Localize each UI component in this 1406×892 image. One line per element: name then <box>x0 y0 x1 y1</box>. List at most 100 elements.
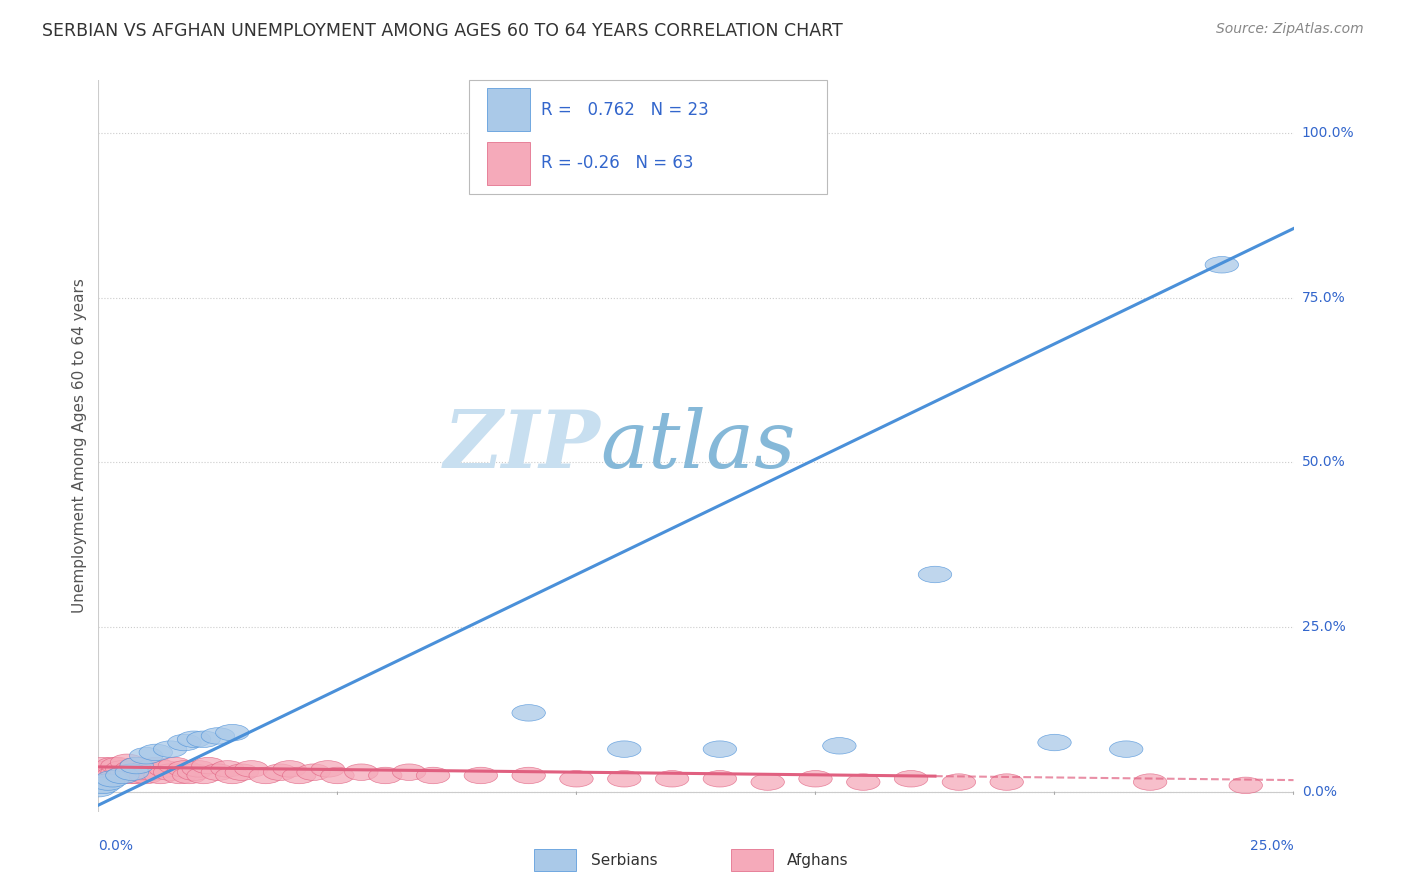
Text: SERBIAN VS AFGHAN UNEMPLOYMENT AMONG AGES 60 TO 64 YEARS CORRELATION CHART: SERBIAN VS AFGHAN UNEMPLOYMENT AMONG AGE… <box>42 22 844 40</box>
Text: Source: ZipAtlas.com: Source: ZipAtlas.com <box>1216 22 1364 37</box>
Text: 0.0%: 0.0% <box>1302 785 1337 799</box>
Ellipse shape <box>82 780 115 797</box>
Ellipse shape <box>105 761 139 777</box>
Ellipse shape <box>115 767 149 784</box>
Ellipse shape <box>87 777 120 794</box>
Y-axis label: Unemployment Among Ages 60 to 64 years: Unemployment Among Ages 60 to 64 years <box>72 278 87 614</box>
Ellipse shape <box>235 761 269 777</box>
Ellipse shape <box>215 724 249 741</box>
Ellipse shape <box>135 764 167 780</box>
Ellipse shape <box>91 774 125 790</box>
Ellipse shape <box>96 767 129 784</box>
Ellipse shape <box>464 767 498 784</box>
Ellipse shape <box>105 767 139 784</box>
Ellipse shape <box>187 731 221 747</box>
Ellipse shape <box>703 741 737 757</box>
Ellipse shape <box>115 764 149 780</box>
Text: 100.0%: 100.0% <box>1302 126 1354 140</box>
Ellipse shape <box>1133 774 1167 790</box>
Ellipse shape <box>139 757 173 774</box>
Ellipse shape <box>655 771 689 787</box>
Text: 0.0%: 0.0% <box>98 839 134 854</box>
Ellipse shape <box>823 738 856 754</box>
Ellipse shape <box>211 761 245 777</box>
Ellipse shape <box>990 774 1024 790</box>
Ellipse shape <box>129 767 163 784</box>
Ellipse shape <box>111 754 143 771</box>
Ellipse shape <box>153 741 187 757</box>
Ellipse shape <box>173 767 207 784</box>
Text: R = -0.26   N = 63: R = -0.26 N = 63 <box>541 154 693 172</box>
Ellipse shape <box>297 764 330 780</box>
Ellipse shape <box>177 731 211 747</box>
Ellipse shape <box>607 771 641 787</box>
Ellipse shape <box>105 767 139 784</box>
Ellipse shape <box>129 761 163 777</box>
Ellipse shape <box>560 771 593 787</box>
Ellipse shape <box>139 744 173 761</box>
Ellipse shape <box>163 767 197 784</box>
Text: 25.0%: 25.0% <box>1250 839 1294 854</box>
Ellipse shape <box>751 774 785 790</box>
Text: Afghans: Afghans <box>787 854 849 868</box>
Ellipse shape <box>918 566 952 582</box>
Text: ZIP: ZIP <box>443 408 600 484</box>
Ellipse shape <box>125 764 159 780</box>
Ellipse shape <box>1109 741 1143 757</box>
Text: 75.0%: 75.0% <box>1302 291 1346 305</box>
Text: 50.0%: 50.0% <box>1302 456 1346 469</box>
Ellipse shape <box>183 761 215 777</box>
Ellipse shape <box>344 764 378 780</box>
Ellipse shape <box>368 767 402 784</box>
Ellipse shape <box>191 757 225 774</box>
Ellipse shape <box>87 757 120 774</box>
Ellipse shape <box>177 764 211 780</box>
Ellipse shape <box>115 761 149 777</box>
Ellipse shape <box>96 757 129 774</box>
Ellipse shape <box>143 767 177 784</box>
Ellipse shape <box>703 771 737 787</box>
Ellipse shape <box>321 767 354 784</box>
Ellipse shape <box>91 771 125 787</box>
Ellipse shape <box>273 761 307 777</box>
Ellipse shape <box>87 767 120 784</box>
Ellipse shape <box>167 734 201 751</box>
Ellipse shape <box>215 767 249 784</box>
Ellipse shape <box>101 757 135 774</box>
Ellipse shape <box>201 764 235 780</box>
Ellipse shape <box>129 747 163 764</box>
Ellipse shape <box>283 767 316 784</box>
Ellipse shape <box>249 767 283 784</box>
Text: Serbians: Serbians <box>591 854 657 868</box>
Ellipse shape <box>263 764 297 780</box>
Text: atlas: atlas <box>600 408 796 484</box>
Ellipse shape <box>82 764 115 780</box>
Ellipse shape <box>120 757 153 774</box>
Ellipse shape <box>799 771 832 787</box>
Ellipse shape <box>111 764 143 780</box>
Ellipse shape <box>311 761 344 777</box>
Ellipse shape <box>167 761 201 777</box>
Ellipse shape <box>607 741 641 757</box>
Ellipse shape <box>392 764 426 780</box>
Ellipse shape <box>101 764 135 780</box>
Ellipse shape <box>512 705 546 721</box>
Ellipse shape <box>159 757 191 774</box>
Ellipse shape <box>201 728 235 744</box>
Ellipse shape <box>846 774 880 790</box>
Ellipse shape <box>416 767 450 784</box>
Ellipse shape <box>153 764 187 780</box>
Text: R =   0.762   N = 23: R = 0.762 N = 23 <box>541 101 709 119</box>
Ellipse shape <box>225 764 259 780</box>
Ellipse shape <box>120 767 153 784</box>
Ellipse shape <box>149 761 183 777</box>
Ellipse shape <box>187 767 221 784</box>
Ellipse shape <box>96 771 129 787</box>
Ellipse shape <box>120 757 153 774</box>
Ellipse shape <box>894 771 928 787</box>
Text: 25.0%: 25.0% <box>1302 620 1346 634</box>
Ellipse shape <box>1038 734 1071 751</box>
Ellipse shape <box>1229 777 1263 794</box>
Ellipse shape <box>512 767 546 784</box>
Ellipse shape <box>1205 257 1239 273</box>
